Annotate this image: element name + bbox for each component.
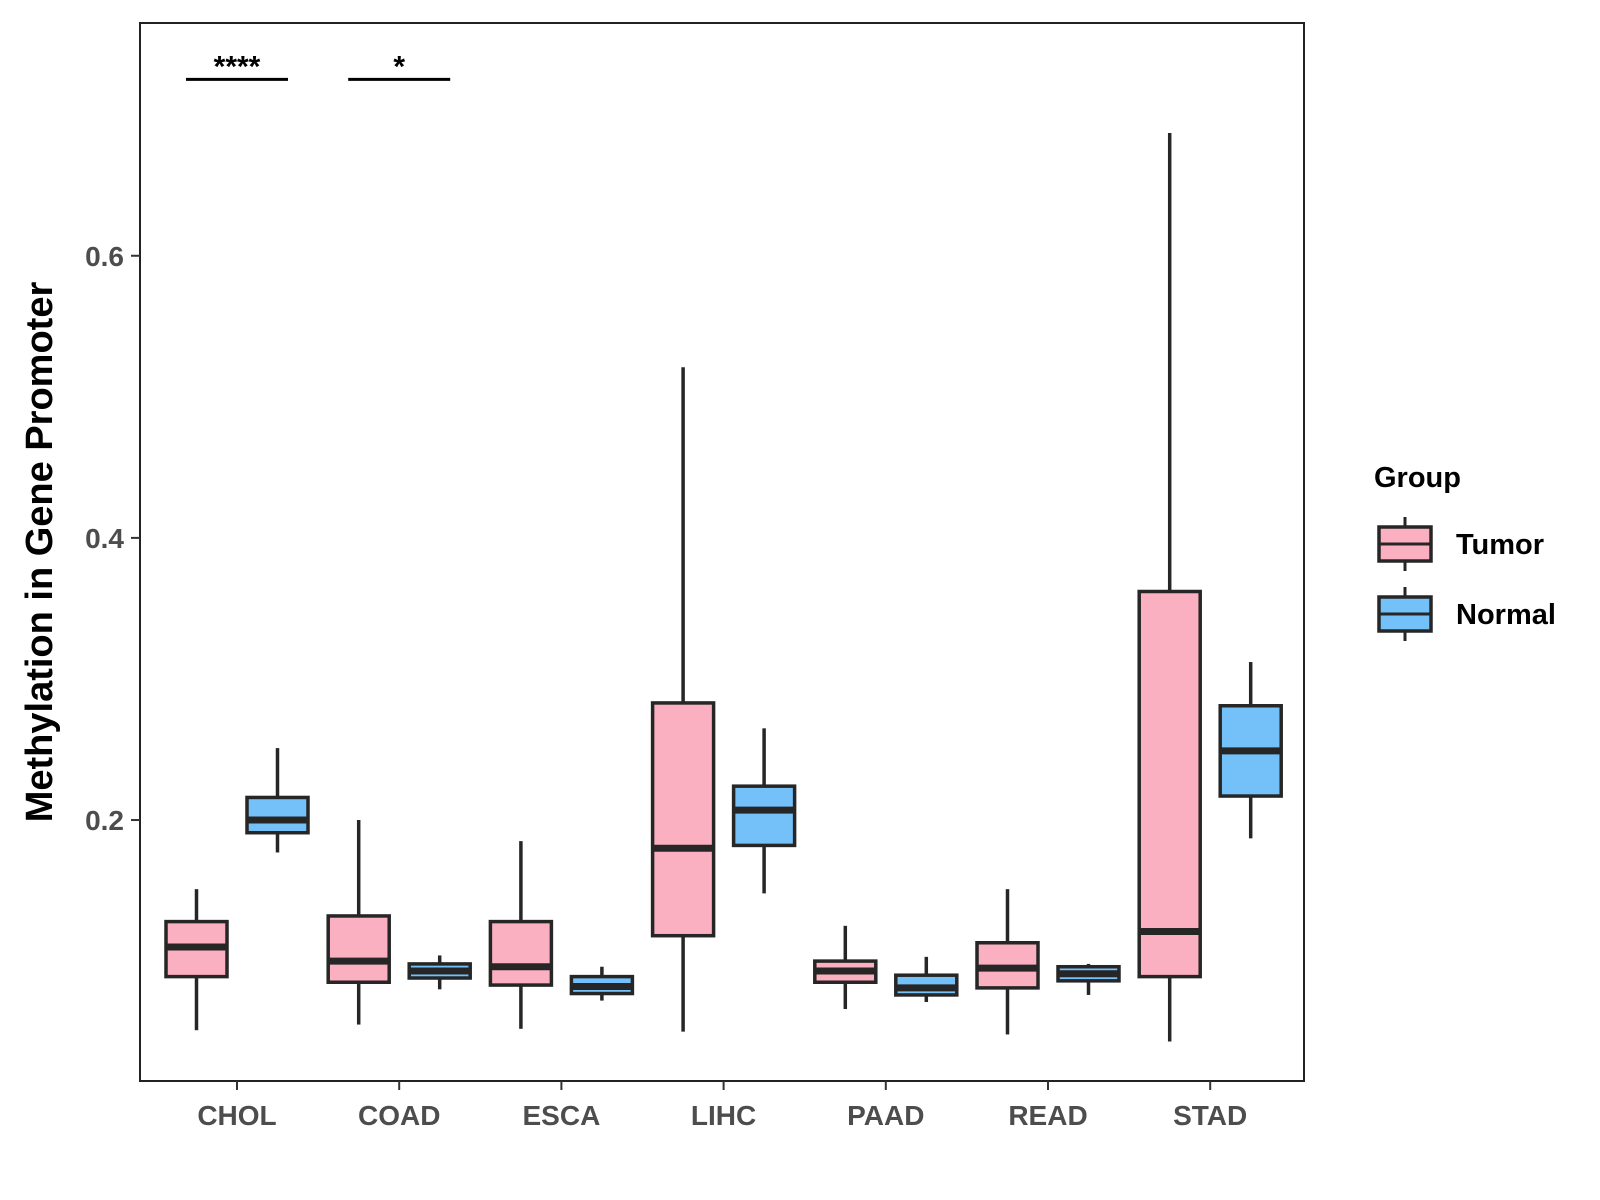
plot-panel-border [139, 22, 1305, 1082]
legend-label-normal: Normal [1456, 599, 1556, 631]
box-normal-lihc [731, 728, 797, 894]
box-tumor-stad [1137, 133, 1202, 1042]
x-tick-label-paad: PAAD [847, 1100, 924, 1131]
box-normal-read [1056, 963, 1121, 995]
x-tick-label-chol: CHOL [197, 1100, 276, 1131]
significance-label: **** [214, 50, 261, 83]
legend-item-normal: Normal [1377, 587, 1556, 641]
significance-label: * [393, 50, 405, 83]
significance-coad: * [348, 50, 451, 83]
y-tick-label: 0.2 [85, 805, 124, 836]
box-tumor-esca [488, 841, 554, 1029]
box-tumor-paad [813, 925, 878, 1010]
y-axis: 0.2 0.4 0.6 [85, 241, 140, 836]
legend: Group Tumor Normal [1374, 462, 1556, 641]
legend-title: Group [1374, 462, 1461, 494]
box-normal-stad [1218, 662, 1283, 839]
x-tick-label-coad: COAD [358, 1100, 440, 1131]
legend-label-tumor: Tumor [1456, 529, 1544, 561]
box-marks-layer [164, 133, 1283, 1042]
box-body [650, 701, 716, 938]
box-tumor-chol [164, 889, 229, 1031]
box-normal-esca [569, 966, 635, 1001]
box-body [326, 914, 391, 985]
significance-layer: **** * [186, 50, 451, 83]
box-tumor-read [975, 889, 1040, 1035]
y-axis-title: Methylation in Gene Promoter [19, 282, 61, 823]
box-normal-coad [407, 955, 472, 990]
box-normal-paad [894, 956, 959, 1003]
box-body [488, 919, 554, 987]
box-body [731, 784, 797, 848]
significance-chol: **** [186, 50, 288, 83]
box-body [245, 795, 310, 835]
legend-items: Tumor Normal [1377, 517, 1556, 641]
legend-item-tumor: Tumor [1377, 517, 1544, 571]
x-axis: CHOL COAD ESCA LIHC PAAD READ STAD [197, 1081, 1247, 1131]
box-normal-chol [245, 748, 310, 853]
y-tick-label: 0.6 [85, 241, 124, 272]
x-tick-label-stad: STAD [1173, 1100, 1247, 1131]
y-tick-label: 0.4 [85, 523, 124, 554]
box-tumor-lihc [650, 367, 716, 1032]
box-tumor-coad [326, 820, 391, 1025]
x-tick-label-read: READ [1008, 1100, 1087, 1131]
x-tick-label-esca: ESCA [523, 1100, 601, 1131]
x-tick-label-lihc: LIHC [691, 1100, 756, 1131]
box-body [1137, 589, 1202, 979]
